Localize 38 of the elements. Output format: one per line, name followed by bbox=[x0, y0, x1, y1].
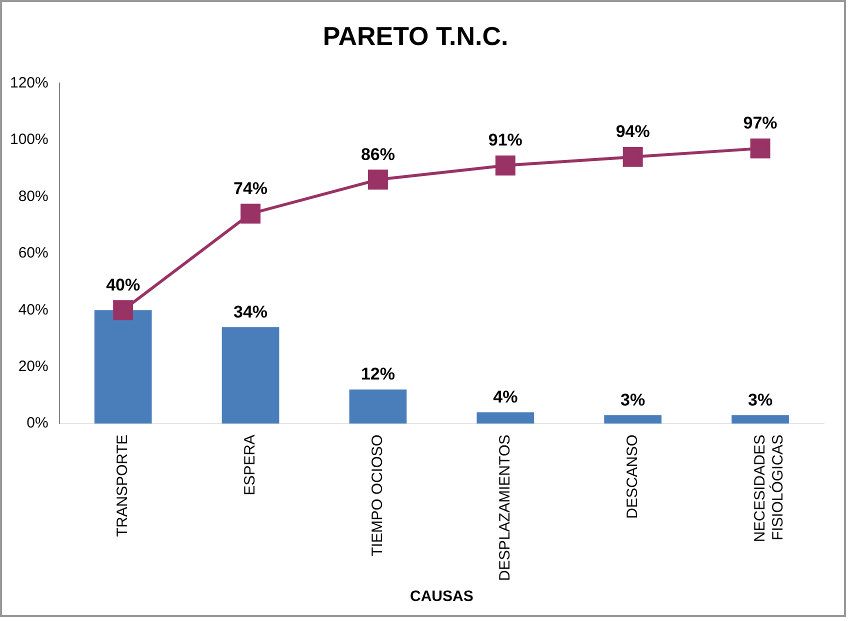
bar bbox=[94, 310, 152, 424]
x-tick-label: NECESIDADES FISIOLÓGICAS bbox=[751, 434, 786, 542]
data-label: 86% bbox=[360, 144, 395, 164]
data-label: 12% bbox=[360, 364, 395, 384]
x-tick-label: ESPERA bbox=[242, 434, 259, 496]
y-tick-label: 60% bbox=[18, 244, 48, 262]
data-label: 91% bbox=[488, 130, 522, 150]
y-tick-label: 0% bbox=[26, 414, 48, 432]
bar bbox=[349, 390, 407, 424]
x-tick-label: TIEMPO OCIOSO bbox=[369, 434, 386, 556]
data-label: 40% bbox=[106, 275, 140, 294]
bar bbox=[476, 412, 534, 424]
point bbox=[622, 146, 643, 167]
point bbox=[113, 300, 134, 320]
point bbox=[240, 204, 261, 224]
x-axis-title: CAUSAS bbox=[410, 588, 474, 606]
data-label: 97% bbox=[743, 114, 778, 133]
bar bbox=[604, 415, 662, 424]
x-tick-label: TRANSPORTE bbox=[114, 434, 132, 537]
x-tick-label: DESPLAZAMIENTOS bbox=[496, 434, 514, 582]
x-tick-label: DESCANSO bbox=[624, 434, 641, 519]
data-label: 74% bbox=[234, 178, 268, 198]
y-tick-label: 120% bbox=[10, 74, 48, 92]
point bbox=[495, 155, 516, 176]
y-tick-label: 40% bbox=[18, 301, 48, 318]
data-label: 3% bbox=[620, 390, 646, 410]
bar bbox=[222, 327, 280, 424]
y-tick-label: 20% bbox=[18, 358, 48, 375]
point bbox=[368, 170, 388, 190]
data-label: 94% bbox=[616, 122, 650, 142]
y-tick-label: 100% bbox=[10, 131, 48, 148]
chart-title: PARETO T.N.C. bbox=[322, 20, 508, 51]
data-label: 34% bbox=[234, 302, 268, 322]
data-label: 3% bbox=[748, 390, 773, 410]
point bbox=[750, 138, 770, 158]
y-tick-label: 80% bbox=[18, 188, 48, 205]
data-label: 4% bbox=[493, 387, 518, 406]
bar bbox=[732, 415, 789, 424]
